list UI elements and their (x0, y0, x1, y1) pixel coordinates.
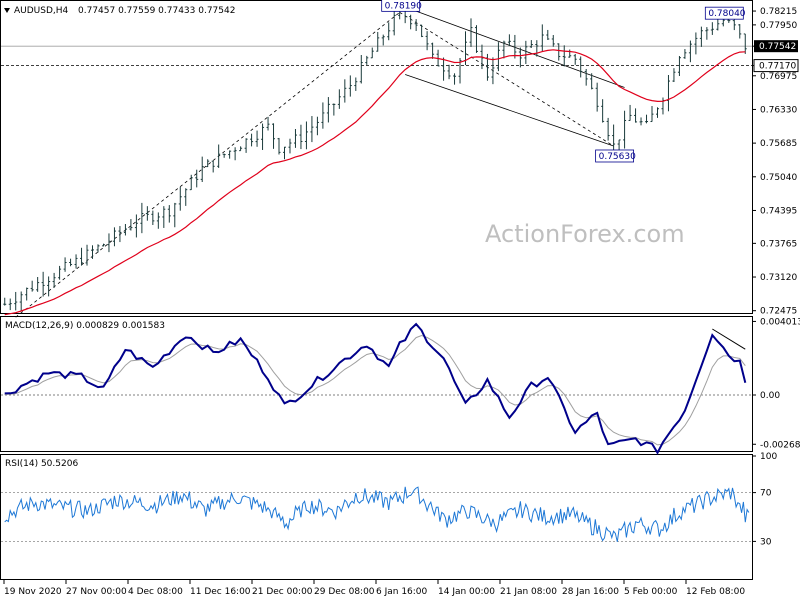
x-tick-label: 21 Dec 00:00 (252, 587, 313, 597)
uptrend-channel-line (15, 12, 400, 318)
rsi-y-axis: 100 70 30 (752, 452, 777, 547)
price-y-tick-label: 0.74395 (760, 206, 797, 216)
price-y-tick-label: 0.76975 (760, 72, 797, 82)
level-price-box (753, 59, 799, 73)
x-tick-label: 5 Feb 00:00 (624, 587, 678, 597)
price-y-tick-label: 0.75040 (760, 173, 797, 183)
dropdown-triangle-icon (4, 8, 10, 13)
price-annotation-label: 0.78190 (385, 1, 422, 11)
x-tick-label: 29 Dec 08:00 (314, 587, 375, 597)
rsi-y-tick-label: 100 (760, 452, 777, 462)
time-x-axis: 19 Nov 2020 27 Nov 00:00 4 Dec 08:00 11 Dec… (3, 580, 745, 597)
current-price-label: 0.77542 (759, 42, 796, 52)
macd-y-tick-label: -0.002687 (760, 440, 800, 450)
price-header: AUDUSD,H4 0.77457 0.77559 0.77433 0.7754… (4, 6, 235, 16)
watermark-text: ActionForex.com (485, 220, 685, 248)
price-y-tick-label: 0.78215 (760, 7, 797, 17)
x-tick-label: 21 Jan 08:00 (500, 587, 557, 597)
price-annotation-box (595, 149, 635, 163)
moving-average-line (4, 49, 746, 316)
x-tick-label: 6 Jan 16:00 (376, 587, 428, 597)
ohlc-values: 0.77457 0.77559 0.77433 0.77542 (78, 6, 235, 16)
rsi-panel-frame (0, 454, 753, 580)
macd-y-axis: 0.004013 0.00 -0.002687 (752, 317, 800, 450)
x-tick-label: 28 Jan 16:00 (562, 587, 619, 597)
x-tick-label: 12 Feb 08:00 (686, 587, 745, 597)
rsi-y-tick-label: 30 (760, 537, 772, 547)
price-y-tick-label: 0.73765 (760, 239, 797, 249)
price-grid (1, 45, 752, 66)
macd-signal-line (4, 334, 746, 446)
price-y-tick-label: 0.75685 (760, 139, 797, 149)
macd-title: MACD(12,26,9) 0.000829 0.001583 (5, 321, 165, 331)
price-y-tick-label: 0.77950 (760, 21, 797, 31)
price-title: AUDUSD,H4 (14, 6, 69, 16)
level-price-label: 0.77170 (759, 62, 796, 72)
rsi-title: RSI(14) 50.5206 (5, 459, 78, 469)
x-tick-label: 14 Jan 00:00 (438, 587, 495, 597)
price-annotation-label: 0.78040 (708, 9, 745, 19)
current-price-box (754, 40, 798, 53)
down-channel-lower-line (405, 74, 614, 147)
x-tick-label: 27 Nov 00:00 (66, 587, 127, 597)
rsi-line (4, 486, 750, 542)
price-y-tick-label: 0.72475 (760, 307, 797, 317)
price-annotation-box (381, 0, 421, 12)
rsi-y-tick-label: 70 (760, 489, 772, 499)
x-tick-label: 19 Nov 2020 (4, 587, 62, 597)
macd-trendline (712, 328, 746, 350)
price-y-tick-label: 0.76330 (760, 105, 797, 115)
price-annotation-box (704, 6, 744, 20)
macd-line (4, 322, 747, 455)
price-panel-frame (0, 0, 753, 314)
channel-lines (15, 6, 625, 318)
macd-y-tick-label: 0.004013 (760, 317, 800, 327)
retracement-line (399, 12, 614, 147)
x-tick-label: 4 Dec 08:00 (128, 587, 183, 597)
macd-y-tick-label: 0.00 (760, 391, 780, 401)
price-y-axis: 0.78215 0.77950 0.77542 0.771700.76975 0.763… (752, 7, 799, 317)
price-annotations: 0.78190 0.78040 0.75630 (381, 0, 746, 163)
price-y-tick-label: 0.73120 (760, 273, 797, 283)
macd-panel-frame (0, 316, 753, 452)
x-tick-label: 11 Dec 16:00 (190, 587, 251, 597)
rsi-level-lines (1, 492, 752, 542)
price-annotation-label: 0.75630 (599, 152, 636, 162)
